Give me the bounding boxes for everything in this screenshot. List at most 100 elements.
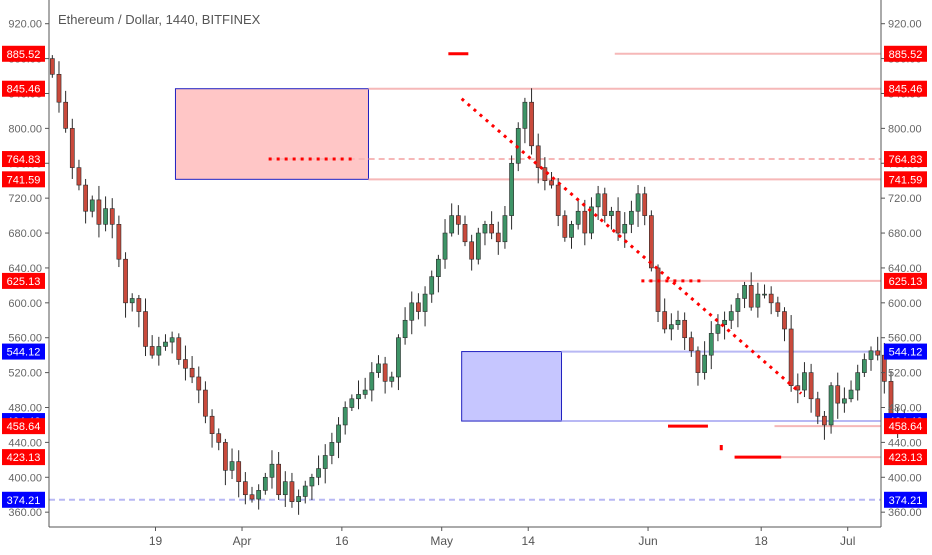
candle-body [116,224,122,260]
candle-body [615,210,621,234]
candle-body [455,215,461,225]
candle-body [828,385,834,426]
level-label-right: 423.13 [889,452,923,464]
candle-body [509,162,514,216]
candle-body [595,193,601,208]
level-label-right: 544.12 [889,347,923,359]
candle-body [549,180,554,186]
x-tick-label: 16 [335,534,349,548]
candle-body [462,224,468,243]
level-label-left-box [2,80,45,97]
candle-body [203,389,208,417]
candle-body [276,463,281,496]
level-label-left: 845.46 [7,84,41,96]
x-tick-label: May [430,534,453,548]
level-label-left-box [2,491,45,508]
candle-body [369,372,375,391]
candle-body [376,363,381,373]
candle-body [802,372,807,391]
candle-body [56,73,62,103]
y-tick-label: 560.00 [8,333,42,345]
level-label-left-box [2,449,45,466]
y-tick-label: 520.00 [8,368,42,380]
level-label-left-box [2,272,45,289]
candle-body [336,424,341,443]
y-tick-label: 400.00 [888,472,922,484]
candle-body [702,354,707,373]
zone-box [461,351,563,422]
x-tick-label: 19 [149,534,163,548]
level-label-left: 764.83 [7,154,41,166]
candle-body [688,337,694,352]
level-label-left: 885.52 [7,49,41,61]
candle-body [815,398,821,417]
candle-body [782,311,787,330]
level-label-right: 885.52 [889,49,923,61]
level-label-right: 458.64 [889,421,923,433]
candle-body [163,341,168,347]
candle-body [662,311,668,330]
candle-body [422,293,428,312]
candle-body [482,224,488,234]
y-tick-label: 480.00 [888,402,922,414]
candle-body [176,337,182,360]
x-tick-label: 14 [522,534,536,548]
candle-body [356,394,361,400]
axes-layer: 360.00 360.00 400.00 400.00 440.00 440.00 480.… [8,0,922,548]
y-tick-label: 720.00 [8,193,42,205]
candle-body [775,302,781,312]
candle-body [449,215,455,234]
candle-body [329,442,335,456]
candle-body [136,298,142,312]
candle-body [875,350,881,356]
candle-body [735,298,741,312]
candle-body [589,206,594,234]
candle-body [302,485,308,497]
level-label-left: 625.13 [7,276,41,288]
labels-layer: 885.52 885.52 845.46 845.46 764.83 764.83 741.… [2,45,927,508]
candle-body [242,481,248,496]
y-tick-label: 480.00 [8,402,42,414]
level-label-right: 625.13 [889,276,923,288]
candles-layer [49,55,907,515]
level-label-left: 458.64 [7,421,41,433]
level-label-left-box [2,171,45,188]
candle-body [635,193,641,212]
candle-body [788,328,794,386]
level-label-right-box [884,418,927,435]
candle-body [742,285,747,299]
candle-body [216,433,222,443]
y-tick-label: 920.00 [888,19,922,31]
candle-body [349,398,355,408]
candle-body [396,337,401,378]
candle-body [502,215,508,243]
candle-body [409,302,415,321]
candle-body [282,481,288,496]
candle-body [189,367,195,378]
candle-body [489,224,494,234]
candle-body [529,101,534,147]
candle-body [362,389,368,395]
y-tick-label: 640.00 [8,263,42,275]
candle-body [402,319,408,339]
y-tick-label: 560.00 [888,333,922,345]
candle-body [682,319,688,339]
y-tick-label: 360.00 [8,507,42,519]
y-tick-label: 600.00 [8,298,42,310]
level-label-left-box [2,151,45,168]
candle-body [416,302,421,312]
x-tick-label: 18 [755,534,769,548]
candle-body [442,232,448,260]
candle-body [748,285,754,308]
candle-body [609,210,614,216]
candle-body [475,232,481,260]
candle-body [722,319,727,325]
candle-body [708,333,714,356]
candle-body [342,407,348,426]
candle-body [655,267,661,312]
candle-body [695,350,701,373]
candle-body [89,199,95,212]
candle-body [842,398,847,404]
